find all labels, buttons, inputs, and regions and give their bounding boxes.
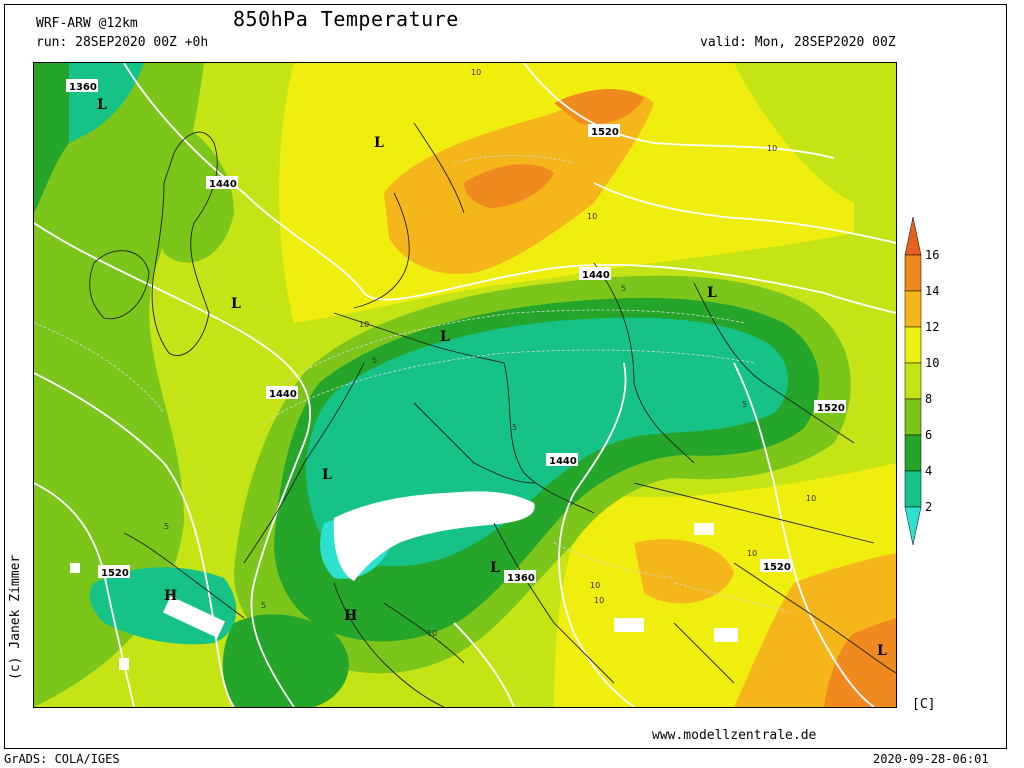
temp-label: 10 — [359, 320, 369, 329]
snow-patch — [163, 596, 225, 638]
height-label: 1360 — [507, 573, 535, 584]
temperature-map: 1360 1440 1440 1440 1440 1520 1520 1520 … — [33, 62, 897, 708]
unit-label: [C] — [912, 697, 936, 712]
height-label: 1440 — [549, 456, 577, 467]
height-label: 1440 — [269, 389, 297, 400]
pressure-centers: L L L L L L L H H L — [97, 97, 887, 659]
copyright-credit: (c) Janek Zimmer — [8, 554, 23, 680]
label-box — [588, 124, 620, 137]
map-svg: 1360 1440 1440 1440 1440 1520 1520 1520 … — [34, 63, 896, 707]
snow-patch — [614, 618, 644, 632]
low-center: L — [231, 296, 241, 312]
temp-label: 10 — [594, 596, 604, 605]
legend-svg: 16 14 12 10 8 6 4 2 — [904, 216, 939, 546]
legend-swatch — [904, 470, 922, 508]
temp-label: 10 — [427, 629, 437, 638]
low-center: L — [707, 285, 717, 301]
ne-orange — [554, 88, 644, 125]
low-center: L — [490, 560, 500, 576]
legend-swatch — [904, 398, 922, 436]
legend-tick: 12 — [925, 320, 939, 334]
run-time: run: 28SEP2020 00Z +0h — [36, 35, 209, 50]
legend-tick: 16 — [925, 248, 939, 262]
label-box — [546, 453, 578, 466]
label-box — [98, 565, 130, 578]
temp-label: 10 — [587, 212, 597, 221]
high-center: H — [344, 608, 357, 624]
temp-label: 5 — [742, 400, 747, 409]
snow-patch — [694, 523, 714, 535]
height-label: 1440 — [582, 270, 610, 281]
legend-tick: 4 — [925, 464, 932, 478]
legend-swatch — [904, 326, 922, 364]
snow-patch — [714, 628, 738, 642]
label-box — [206, 176, 238, 189]
height-label: 1520 — [101, 568, 129, 579]
chart-title: 850hPa Temperature — [233, 7, 459, 31]
temp-label: 5 — [261, 601, 266, 610]
generated-timestamp: 2020-09-28-06:01 — [873, 752, 989, 766]
sw-green — [222, 614, 349, 707]
temp-label: 10 — [747, 549, 757, 558]
alps-snow — [333, 491, 535, 581]
legend-swatch — [904, 290, 922, 328]
model-name: WRF-ARW @12km — [36, 16, 138, 31]
low-center: L — [322, 467, 332, 483]
temp-label: 10 — [806, 494, 816, 503]
website-text: www.modellzentrale.de — [652, 728, 817, 743]
label-box — [66, 79, 98, 92]
scotland-green — [148, 103, 234, 263]
temp-labels: 10 10 10 10 10 10 10 5 5 5 5 5 5 10 10 — [164, 68, 816, 638]
label-box — [579, 267, 611, 280]
height-label: 1520 — [591, 127, 619, 138]
low-center: L — [97, 97, 107, 113]
temp-label: 5 — [372, 356, 377, 365]
label-box — [814, 400, 846, 413]
height-label: 1520 — [763, 562, 791, 573]
legend-swatch — [904, 434, 922, 472]
legend-tick: 8 — [925, 392, 932, 406]
temp-label: 10 — [767, 144, 777, 153]
temp-label: 10 — [590, 581, 600, 590]
nw-green — [34, 63, 69, 213]
legend-swatch — [904, 362, 922, 400]
label-box — [760, 559, 792, 572]
temp-label: 5 — [164, 522, 169, 531]
legend-tick: 14 — [925, 284, 939, 298]
legend-top-arrow — [904, 216, 922, 256]
north-orange-core — [464, 164, 554, 208]
height-labels: 1360 1440 1440 1440 1440 1520 1520 1520 … — [66, 79, 846, 584]
legend-tick: 10 — [925, 356, 939, 370]
height-contours — [34, 63, 896, 707]
height-label: 1520 — [817, 403, 845, 414]
temp-label: 10 — [471, 68, 481, 77]
valid-time: valid: Mon, 28SEP2020 00Z — [700, 35, 896, 50]
color-legend: 16 14 12 10 8 6 4 2 — [903, 215, 963, 550]
temp-label: 5 — [621, 284, 626, 293]
legend-tick: 2 — [925, 500, 932, 514]
high-center: H — [164, 588, 177, 604]
low-center: L — [440, 329, 450, 345]
height-label: 1360 — [69, 82, 97, 93]
label-box — [266, 386, 298, 399]
borders — [89, 122, 896, 707]
low-center: L — [877, 643, 887, 659]
software-credit: GrADS: COLA/IGES — [4, 752, 120, 766]
height-label: 1440 — [209, 179, 237, 190]
label-box — [504, 570, 536, 583]
isotherms — [34, 155, 795, 614]
low-center: L — [374, 135, 384, 151]
legend-tick: 6 — [925, 428, 932, 442]
snow-patch — [70, 563, 80, 573]
legend-bottom-arrow — [904, 506, 922, 546]
east-orange — [634, 539, 734, 604]
legend-swatch — [904, 254, 922, 292]
se-orange-dark — [824, 618, 896, 707]
temp-label: 5 — [512, 423, 517, 432]
